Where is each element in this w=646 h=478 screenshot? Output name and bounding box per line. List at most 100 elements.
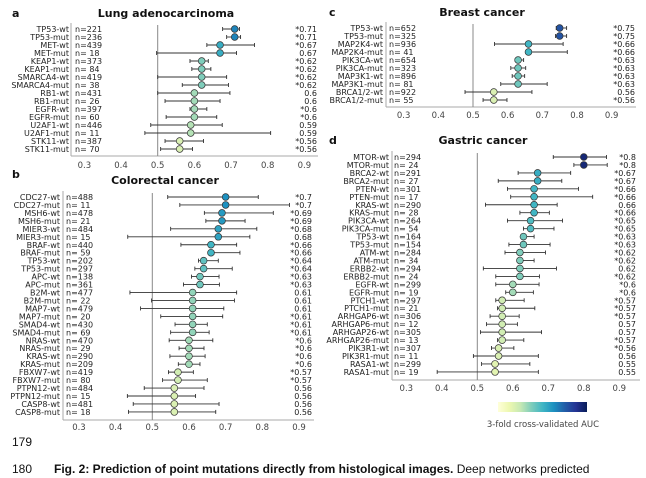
auc-value: *0.69 — [290, 209, 312, 218]
auc-value: *0.75 — [613, 32, 635, 41]
row-n: n=290 — [66, 352, 93, 361]
row-label: MTOR-wt — [353, 153, 389, 162]
auc-point — [170, 384, 179, 392]
auc-value: *0.67 — [614, 177, 636, 186]
forest-row: STK11-wt n=387 *0.56 — [31, 137, 317, 146]
x-tick-label: 0.8 — [261, 161, 275, 171]
row-label: KRAS-mut — [20, 360, 60, 369]
auc-point — [530, 193, 538, 201]
row-label: BRCA2-wt — [350, 169, 389, 178]
row-n: n=470 — [66, 336, 93, 345]
auc-value: *0.63 — [613, 72, 635, 81]
row-label: B2M-mut — [24, 296, 60, 305]
auc-point — [498, 312, 506, 320]
row-label: PTCH1-wt — [351, 296, 390, 305]
auc-value: *0.57 — [614, 336, 636, 345]
row-n: n= 11 — [75, 129, 100, 138]
forest-row: MIER3-mut n= 15 0.68 — [16, 233, 312, 242]
auc-value: *0.6 — [619, 288, 636, 297]
row-n: n= 17 — [394, 193, 419, 202]
row-label: PIK3CA-wt — [342, 56, 383, 65]
panel-title: Breast cancer — [439, 6, 525, 19]
panel-letter: d — [329, 134, 337, 147]
forest-row: NRAS-wt n=470 *0.6 — [26, 336, 312, 345]
auc-point — [185, 360, 193, 368]
x-tick-label: 0.7 — [536, 111, 550, 121]
auc-value: *0.66 — [614, 193, 636, 202]
auc-point — [516, 264, 524, 273]
x-tick-label: 0.7 — [219, 423, 233, 433]
auc-value: *0.61 — [290, 320, 312, 329]
forest-row: TP53-wt n=202 *0.64 — [27, 257, 312, 266]
row-label: TP53-mut — [20, 265, 60, 274]
auc-value: *0.62 — [614, 249, 636, 258]
auc-value: *0.6 — [300, 105, 317, 114]
row-n: n=294 — [394, 153, 421, 162]
forest-row: APC-wt n=138 *0.63 — [32, 273, 312, 282]
forest-row: CDC27-wt n=488 *0.7 — [20, 193, 312, 202]
auc-value: *0.62 — [295, 73, 317, 82]
row-n: n= 59 — [66, 249, 91, 258]
auc-point — [530, 201, 538, 209]
forest-row: BRCA2-wt n=291 *0.67 — [350, 169, 636, 178]
auc-point — [186, 121, 195, 129]
forest-row: BRCA1/2-mut n= 55 *0.56 — [330, 96, 635, 105]
row-n: n=481 — [66, 400, 93, 409]
auc-point — [185, 336, 193, 345]
row-label: SMAD4-wt — [19, 320, 60, 329]
auc-point — [207, 241, 215, 249]
row-n: n= 12 — [394, 320, 419, 329]
auc-value: *0.64 — [290, 265, 312, 274]
row-label: FBXW7-wt — [19, 368, 60, 377]
auc-point — [514, 72, 522, 80]
forest-row: SMARCA4-mut n= 38 *0.62 — [11, 81, 317, 90]
forest-row: PTEN-mut n= 17 *0.66 — [349, 193, 636, 202]
row-label: MAP7-mut — [19, 312, 60, 321]
x-tick-label: 0.6 — [506, 384, 520, 394]
forest-row: PIK3CA-mut n= 54 *0.65 — [342, 225, 636, 234]
forest-row: MTOR-mut n= 24 *0.8 — [347, 161, 636, 170]
auc-point — [498, 320, 506, 328]
row-label: ARHGAP6-wt — [338, 312, 389, 321]
auc-value: *0.71 — [295, 25, 317, 34]
forest-row: RASA1-wt n=299 0.55 — [350, 360, 636, 369]
auc-point — [199, 256, 208, 265]
row-n: n=397 — [75, 105, 102, 114]
row-label: MET-wt — [40, 41, 69, 50]
row-label: MIER3-mut — [16, 233, 60, 242]
row-n: n=361 — [66, 281, 93, 290]
row-label: PTPN12-mut — [10, 392, 60, 401]
row-label: EGFR-wt — [355, 280, 389, 289]
auc-point — [498, 296, 506, 305]
forest-row: KRAS-wt n=290 *0.6 — [26, 352, 312, 361]
row-label: U2AF1-mut — [24, 129, 69, 138]
x-tick-label: 0.6 — [182, 423, 196, 433]
forest-row: STK11-mut n= 70 *0.56 — [25, 145, 317, 154]
row-n: n=446 — [75, 121, 102, 130]
x-tick-label: 0.9 — [298, 161, 312, 171]
row-label: BRCA2-mut — [343, 177, 389, 186]
x-tick-label: 0.5 — [146, 423, 160, 433]
row-label: TP53-mut — [29, 33, 69, 42]
auc-point — [514, 64, 522, 72]
auc-point — [519, 240, 528, 249]
row-n: n=221 — [75, 25, 102, 34]
row-n: n=299 — [394, 280, 421, 289]
row-n: n= 24 — [394, 272, 419, 281]
row-n: n=936 — [389, 40, 416, 49]
auc-point — [188, 296, 197, 305]
auc-value: 0.57 — [618, 328, 636, 337]
forest-row: PTPN12-mut n= 15 0.56 — [10, 392, 312, 401]
panel-b: b Colorectal cancer 0.3 0.4 0.5 0.6 0.7 0.8 0.9 C… — [10, 168, 314, 433]
row-n: n= 19 — [394, 288, 419, 297]
auc-point — [230, 25, 239, 33]
forest-row: BRAF-mut n= 59 *0.66 — [20, 249, 312, 258]
auc-value: *0.63 — [290, 273, 312, 282]
forest-row: PTCH1-wt n=297 *0.57 — [351, 296, 637, 305]
row-n: n=297 — [66, 265, 93, 274]
row-label: PIK3CA-wt — [348, 217, 389, 226]
row-n: n= 22 — [66, 296, 91, 305]
row-n: n=654 — [389, 56, 416, 65]
auc-value: *0.6 — [295, 344, 312, 353]
auc-point — [516, 248, 524, 257]
